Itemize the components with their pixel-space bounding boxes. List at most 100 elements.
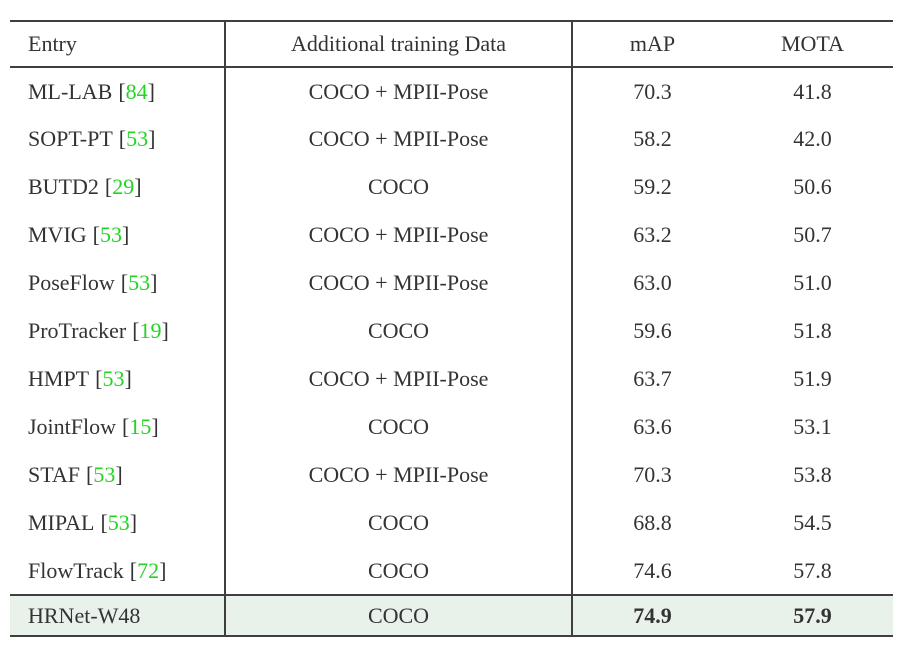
citation-open-bracket: [ xyxy=(118,78,126,104)
mota-value-cell: 41.8 xyxy=(793,78,832,104)
column-header-map: mAP xyxy=(572,21,732,68)
citation-close-bracket: ] xyxy=(150,270,158,295)
table-body: ML-LAB [84] COCO + MPII-Pose 70.3 41.8 SO… xyxy=(10,67,893,636)
table-row: JointFlow [15] COCO 63.6 53.1 xyxy=(10,403,893,451)
mota-value-cell: 50.7 xyxy=(793,222,832,247)
table-row: BUTD2 [29] COCO 59.2 50.6 xyxy=(10,163,893,211)
map-value-cell: 63.0 xyxy=(633,270,672,295)
citation-link[interactable]: 53 xyxy=(93,462,116,487)
training-data-cell: COCO xyxy=(225,163,573,211)
entry-cell: ML-LAB [84] xyxy=(10,67,226,115)
map-value-cell: 70.3 xyxy=(633,462,672,487)
citation-link[interactable]: 53 xyxy=(107,510,130,535)
citation-close-bracket: ] xyxy=(134,174,142,199)
citation-link[interactable]: 53 xyxy=(128,270,151,295)
entry-citation: [19] xyxy=(132,318,169,343)
entry-citation: [84] xyxy=(118,79,155,104)
citation-open-bracket: [ xyxy=(132,318,140,343)
training-data-cell: COCO + MPII-Pose xyxy=(225,115,573,163)
table-row: STAF [53] COCO + MPII-Pose 70.3 53.8 xyxy=(10,451,893,499)
citation-close-bracket: ] xyxy=(147,78,155,104)
citation-close-bracket: ] xyxy=(129,510,138,535)
citation-link[interactable]: 84 xyxy=(125,78,148,104)
map-value-cell: 63.6 xyxy=(633,414,672,439)
citation-link[interactable]: 72 xyxy=(137,557,160,583)
map-value-cell: 70.3 xyxy=(633,78,672,104)
table-row: MVIG [53] COCO + MPII-Pose 63.2 50.7 xyxy=(10,211,893,259)
citation-open-bracket: [ xyxy=(100,510,108,535)
citation-link[interactable]: 15 xyxy=(129,414,152,439)
mota-value-cell: 53.8 xyxy=(793,462,832,487)
mota-value-cell: 50.6 xyxy=(793,174,832,199)
entry-name: STAF xyxy=(28,462,81,487)
header-row: Entry Additional training Data mAP MOTA xyxy=(10,21,893,68)
entry-cell: BUTD2 [29] xyxy=(10,163,226,211)
training-data-cell: COCO xyxy=(225,403,573,451)
citation-close-bracket: ] xyxy=(148,126,156,151)
entry-cell: STAF [53] xyxy=(10,451,226,499)
citation-open-bracket: [ xyxy=(118,126,127,151)
citation-open-bracket: [ xyxy=(86,462,94,487)
citation-close-bracket: ] xyxy=(159,557,167,583)
training-data-cell: COCO xyxy=(225,547,573,595)
table-row: MIPAL [53] COCO 68.8 54.5 xyxy=(10,499,893,547)
entry-cell: MIPAL [53] xyxy=(10,499,226,547)
citation-open-bracket: [ xyxy=(92,222,100,247)
citation-close-bracket: ] xyxy=(122,222,130,247)
entry-name: HMPT xyxy=(28,366,90,391)
entry-cell: HMPT [53] xyxy=(10,355,226,403)
entry-cell: SOPT-PT [53] xyxy=(10,115,226,163)
mota-value-cell: 53.1 xyxy=(793,414,832,439)
entry-citation: [53] xyxy=(93,222,130,247)
citation-open-bracket: [ xyxy=(95,366,103,391)
citation-open-bracket: [ xyxy=(129,557,138,583)
table-row: PoseFlow [53] COCO + MPII-Pose 63.0 51.0 xyxy=(10,259,893,307)
training-data-cell: COCO xyxy=(225,499,573,547)
citation-close-bracket: ] xyxy=(151,414,159,439)
entry-citation: [53] xyxy=(95,366,132,391)
training-data-cell: COCO + MPII-Pose xyxy=(225,67,573,115)
citation-open-bracket: [ xyxy=(120,270,129,295)
entry-citation: [53] xyxy=(119,126,156,151)
mota-value-cell: 57.8 xyxy=(793,557,832,583)
table-row: FlowTrack [72] COCO 74.6 57.8 xyxy=(10,547,893,595)
entry-name: ML-LAB xyxy=(28,78,113,104)
training-data-cell: COCO xyxy=(225,594,573,636)
citation-open-bracket: [ xyxy=(104,174,113,199)
entry-cell: FlowTrack [72] xyxy=(10,547,226,595)
entry-citation: [53] xyxy=(86,462,123,487)
training-data-cell: COCO + MPII-Pose xyxy=(225,355,573,403)
entry-citation: [15] xyxy=(122,414,159,439)
table-row: HMPT [53] COCO + MPII-Pose 63.7 51.9 xyxy=(10,355,893,403)
map-value-cell: 59.6 xyxy=(633,318,672,343)
mota-value-cell: 57.9 xyxy=(732,594,893,636)
table-row: ProTracker [19] COCO 59.6 51.8 xyxy=(10,307,893,355)
table-row: HRNet-W48[] COCO 74.9 57.9 xyxy=(10,594,893,636)
entry-name: MIPAL xyxy=(28,510,95,535)
entry-name: FlowTrack xyxy=(28,557,124,583)
training-data-cell: COCO + MPII-Pose xyxy=(225,451,573,499)
mota-value-cell: 42.0 xyxy=(793,126,832,151)
citation-link[interactable]: 53 xyxy=(126,126,149,151)
map-value-cell: 59.2 xyxy=(633,174,672,199)
column-header-training-data: Additional training Data xyxy=(225,21,573,68)
citation-link[interactable]: 29 xyxy=(112,174,135,199)
column-header-mota: MOTA xyxy=(732,21,893,68)
entry-citation: [53] xyxy=(121,270,158,295)
table-row: SOPT-PT [53] COCO + MPII-Pose 58.2 42.0 xyxy=(10,115,893,163)
citation-close-bracket: ] xyxy=(115,462,123,487)
table-row: ML-LAB [84] COCO + MPII-Pose 70.3 41.8 xyxy=(10,67,893,115)
entry-name: ProTracker xyxy=(28,318,127,343)
mota-value-cell: 51.9 xyxy=(793,366,832,391)
entry-citation: [53] xyxy=(100,510,137,535)
entry-citation: [72] xyxy=(130,558,167,583)
citation-link[interactable]: 53 xyxy=(100,222,122,247)
map-value-cell: 58.2 xyxy=(633,126,672,151)
citation-link[interactable]: 53 xyxy=(102,366,125,391)
entry-cell: PoseFlow [53] xyxy=(10,259,226,307)
entry-cell: HRNet-W48[] xyxy=(10,594,226,636)
citation-link[interactable]: 19 xyxy=(139,318,162,343)
citation-close-bracket: ] xyxy=(161,318,169,343)
entry-name: PoseFlow xyxy=(28,270,115,295)
column-header-entry: Entry xyxy=(10,21,226,68)
